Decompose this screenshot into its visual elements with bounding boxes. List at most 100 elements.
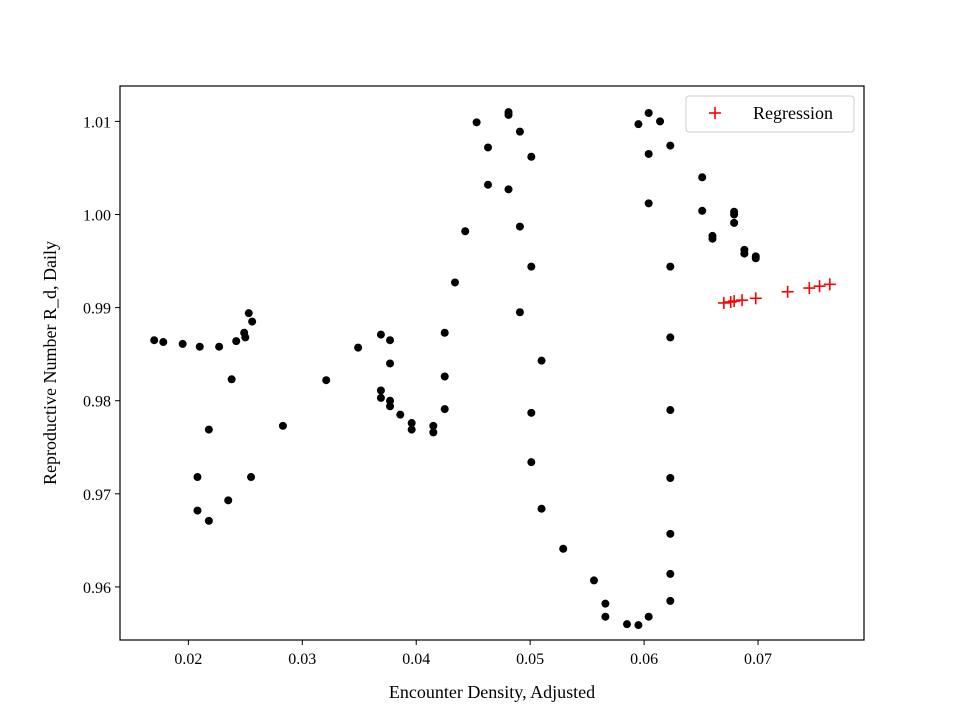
y-tick-label: 0.97	[83, 487, 111, 504]
data-point	[559, 544, 568, 553]
data-point	[666, 262, 675, 271]
data-point	[193, 506, 202, 515]
data-point	[644, 149, 653, 158]
plot-area-frame	[119, 85, 865, 641]
data-point	[396, 410, 405, 419]
data-point	[666, 406, 675, 415]
x-tick-label: 0.04	[402, 651, 430, 668]
data-point	[504, 185, 513, 194]
data-point	[244, 309, 253, 318]
data-point	[386, 396, 395, 405]
data-point	[644, 109, 653, 118]
data-point	[730, 218, 739, 227]
y-tick-label: 0.96	[83, 580, 111, 597]
regression-point	[813, 280, 826, 293]
data-point	[515, 308, 524, 317]
x-tick-label: 0.06	[630, 651, 658, 668]
data-point	[472, 118, 481, 127]
y-tick-label: 1.00	[83, 207, 111, 224]
data-point	[527, 152, 536, 161]
y-tick-label: 0.98	[83, 394, 111, 411]
regression-point	[823, 278, 836, 291]
regression-point	[749, 292, 762, 305]
data-point	[708, 234, 717, 243]
data-points	[150, 108, 836, 630]
data-point	[247, 473, 256, 482]
x-tick-label: 0.07	[744, 651, 772, 668]
data-point	[515, 127, 524, 136]
x-axis-ticks: 0.02 0.03 0.04 0.05 0.06 0.07	[174, 640, 772, 668]
y-axis-label: Reproductive Number R_d, Daily	[40, 241, 60, 485]
data-point	[440, 328, 449, 337]
data-point	[751, 254, 760, 263]
data-point	[666, 529, 675, 538]
data-point	[354, 343, 363, 352]
data-point	[407, 425, 416, 434]
data-point	[666, 569, 675, 578]
data-point	[537, 356, 546, 365]
legend: Regression	[685, 95, 855, 133]
data-point	[484, 143, 493, 152]
data-point	[698, 173, 707, 182]
data-point	[666, 596, 675, 605]
data-point	[195, 342, 204, 351]
data-point	[601, 599, 610, 608]
regression-point	[717, 296, 730, 309]
data-point	[232, 337, 241, 346]
data-point	[241, 333, 250, 342]
x-tick-label: 0.03	[288, 651, 316, 668]
data-point	[730, 210, 739, 219]
data-point	[178, 339, 187, 348]
data-point	[376, 393, 385, 402]
data-point	[224, 496, 233, 505]
data-point	[623, 620, 632, 629]
legend-marker-regression	[709, 107, 721, 119]
data-point	[450, 278, 459, 287]
data-point	[589, 576, 598, 585]
data-point	[386, 402, 395, 411]
data-point	[504, 110, 513, 119]
data-point	[376, 330, 385, 339]
data-point	[193, 473, 202, 482]
data-point	[634, 120, 643, 129]
y-tick-label: 0.99	[83, 301, 111, 318]
data-point	[527, 262, 536, 271]
data-point	[215, 342, 224, 351]
regression-point	[781, 285, 794, 298]
x-tick-label: 0.05	[516, 651, 544, 668]
data-point	[386, 336, 395, 345]
data-point	[429, 428, 438, 437]
data-point	[461, 227, 470, 236]
y-tick-label: 1.01	[83, 114, 111, 131]
data-point	[204, 425, 213, 434]
data-point	[656, 117, 665, 126]
data-point	[601, 612, 610, 621]
x-axis-label: Encounter Density, Adjusted	[389, 682, 595, 702]
legend-frame	[685, 95, 855, 133]
data-point	[666, 141, 675, 150]
data-point	[644, 199, 653, 208]
data-point	[515, 222, 524, 231]
data-point	[429, 421, 438, 430]
data-point	[159, 338, 168, 347]
data-point	[698, 206, 707, 215]
data-point	[227, 375, 236, 384]
data-point	[248, 317, 257, 326]
data-point	[278, 421, 287, 430]
data-point	[440, 405, 449, 414]
legend-label-regression: Regression	[753, 103, 833, 123]
data-point	[204, 516, 213, 525]
data-point	[740, 249, 749, 258]
data-point	[527, 458, 536, 467]
x-tick-label: 0.02	[174, 651, 202, 668]
data-point	[666, 473, 675, 482]
data-point	[634, 621, 643, 630]
data-point	[407, 419, 416, 428]
data-point	[527, 408, 536, 417]
data-point	[150, 336, 159, 345]
y-axis-ticks: 0.96 0.97 0.98 0.99 1.00 1.01	[83, 114, 120, 597]
data-point	[376, 386, 385, 395]
data-point	[386, 359, 395, 368]
regression-point	[803, 282, 816, 295]
regression-point	[728, 295, 741, 308]
